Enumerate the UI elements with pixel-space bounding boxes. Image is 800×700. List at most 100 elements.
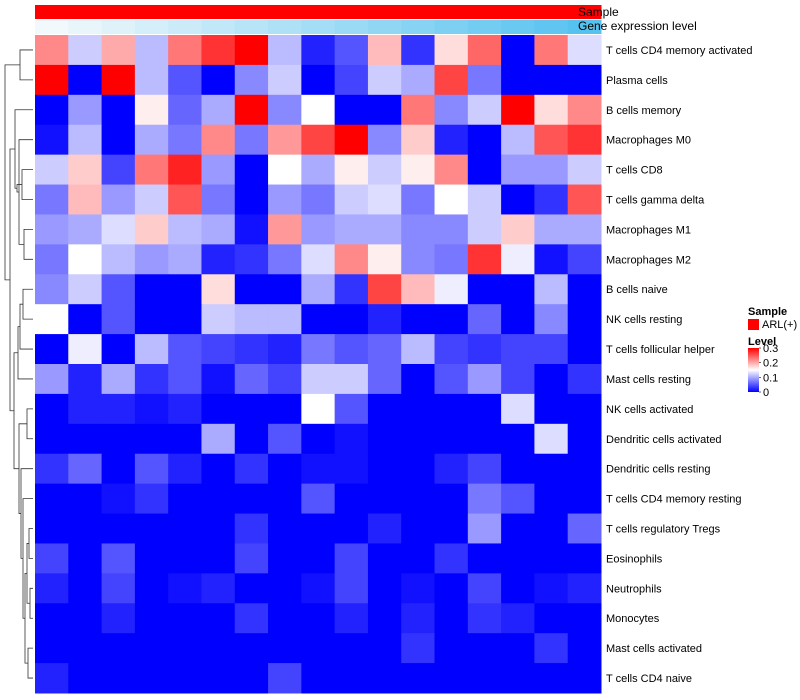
row-label: T cells CD4 naive: [606, 673, 692, 685]
heatmap-cell: [168, 214, 202, 245]
heatmap-cell: [534, 543, 569, 574]
sample-annotation-cell: [168, 5, 202, 19]
heatmap-cell: [534, 483, 569, 515]
heatmap-cell: [201, 423, 236, 455]
heatmap-cell: [201, 393, 236, 425]
heatmap-cell: [134, 483, 169, 515]
heatmap-cell: [134, 94, 169, 126]
heatmap-cell: [434, 423, 469, 455]
heatmap-cell: [534, 94, 569, 126]
heatmap-cell: [567, 214, 602, 245]
heatmap-cell: [401, 214, 436, 245]
heatmap-cell: [268, 663, 302, 694]
heatmap-cell: [268, 64, 302, 96]
dendrogram-branch: [14, 109, 33, 189]
heatmap-cell: [334, 304, 369, 335]
heatmap-cell: [367, 543, 402, 574]
heatmap-cell: [434, 334, 469, 365]
heatmap-cell: [501, 94, 535, 126]
heatmap-cell: [35, 154, 69, 186]
heatmap-cell: [168, 244, 202, 275]
heatmap-cell: [68, 154, 103, 186]
heatmap-cell: [234, 364, 269, 395]
heatmap-cell: [434, 453, 469, 485]
heatmap-cell: [501, 64, 535, 96]
heatmap-cell: [234, 453, 269, 485]
legend-tick-label: 0: [763, 387, 769, 399]
heatmap-cell: [501, 573, 535, 604]
heatmap-cell: [234, 304, 269, 335]
heatmap-cell: [35, 304, 69, 335]
heatmap-cell: [367, 423, 402, 455]
heatmap-cell: [301, 304, 336, 335]
dendrogram-branch: [23, 229, 33, 260]
heatmap-cell: [35, 513, 69, 544]
heatmap-cell: [101, 393, 136, 425]
heatmap-cell: [201, 94, 236, 126]
expression-annotation-cell: [367, 20, 402, 34]
heatmap-cell: [268, 35, 302, 66]
heatmap-cell: [234, 35, 269, 66]
heatmap-cell: [301, 453, 336, 485]
dendrogram-branch: [24, 572, 28, 664]
dendrogram-branch: [4, 64, 20, 281]
heatmap-cell: [334, 274, 369, 305]
expression-annotation-cell: [68, 20, 103, 34]
heatmap-cell: [367, 513, 402, 544]
sample-annotation-cell: [234, 5, 269, 19]
heatmap-cell: [434, 304, 469, 335]
heatmap-cell: [134, 334, 169, 365]
heatmap-cell: [101, 633, 136, 664]
heatmap-cell: [301, 364, 336, 395]
heatmap-cell: [301, 513, 336, 544]
heatmap-cell: [301, 154, 336, 186]
heatmap-cell: [201, 334, 236, 365]
heatmap-cell: [201, 214, 236, 245]
heatmap-cell: [567, 513, 602, 544]
heatmap-cell: [101, 573, 136, 604]
heatmap-cell: [334, 334, 369, 365]
expression-annotation-cell: [234, 20, 269, 34]
sample-annotation-cell: [268, 5, 302, 19]
heatmap-cell: [367, 633, 402, 664]
heatmap-cell: [234, 393, 269, 425]
heatmap-cell: [401, 483, 436, 515]
heatmap-cell: [301, 244, 336, 275]
heatmap-cell: [35, 244, 69, 275]
heatmap-cell: [434, 393, 469, 425]
heatmap-cell: [134, 663, 169, 694]
heatmap-cell: [201, 35, 236, 66]
heatmap-cell: [334, 633, 369, 664]
heatmap-cell: [234, 214, 269, 245]
heatmap-cell: [35, 453, 69, 485]
heatmap-cell: [301, 573, 336, 604]
heatmap-cell: [134, 603, 169, 634]
heatmap-cell: [35, 274, 69, 305]
heatmap-cell: [401, 423, 436, 455]
gene-expression-annotation-track: [35, 20, 602, 34]
heatmap-cell: [367, 603, 402, 634]
heatmap-cell: [234, 573, 269, 604]
heatmap-cell: [334, 423, 369, 455]
heatmap-cell: [101, 423, 136, 455]
heatmap-cell: [101, 214, 136, 245]
heatmap-cell: [567, 663, 602, 694]
heatmap-cell: [567, 603, 602, 634]
heatmap-cell: [334, 393, 369, 425]
heatmap-cell: [268, 393, 302, 425]
heatmap-cell: [334, 573, 369, 604]
heatmap-cell: [467, 453, 502, 485]
heatmap-cell: [35, 364, 69, 395]
row-label: Dendritic cells activated: [606, 434, 722, 446]
heatmap-cell: [134, 35, 169, 66]
legend-sample-title: Sample: [748, 306, 787, 318]
heatmap-cell: [534, 154, 569, 186]
sample-annotation-cell: [467, 5, 502, 19]
heatmap-cell: [201, 513, 236, 544]
heatmap-cell: [567, 423, 602, 455]
heatmap-cell: [567, 543, 602, 574]
heatmap-cell: [367, 214, 402, 245]
heatmap-cell: [534, 184, 569, 215]
heatmap-cell: [367, 64, 402, 96]
heatmap-cell: [434, 364, 469, 395]
